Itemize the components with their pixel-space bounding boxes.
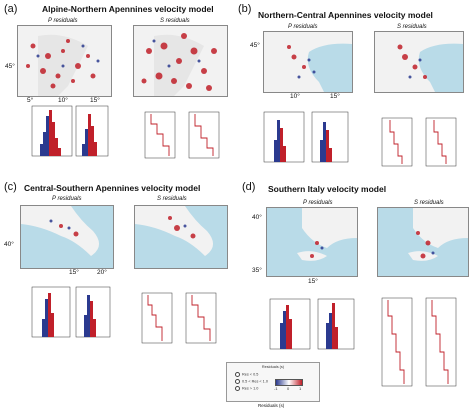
panel-c-s-map (134, 205, 228, 269)
panel-d-lat-label-1: 40° (252, 214, 262, 221)
panel-d-title: Southern Italy velocity model (268, 184, 387, 194)
legend-entry-1: Res < 0.5 (235, 372, 258, 377)
panel-d-depth-profiles (381, 297, 457, 387)
panel-d-s-map (377, 207, 469, 277)
panel-a-label: (a) (4, 3, 18, 15)
panel-c-s-histogram (75, 286, 111, 338)
panel-c-p-map (20, 205, 114, 269)
panel-d-p-map (266, 207, 358, 277)
panel-b-p-subtitle: P residuals (288, 24, 318, 30)
panel-b-lon-2: 15° (330, 93, 340, 100)
panel-c-lon-2: 20° (97, 269, 107, 276)
panel-b-depth-profiles (381, 117, 457, 167)
panel-d-lon-label: 15° (308, 278, 318, 285)
panel-a-title: Alpine-Northern Apennines velocity model (42, 4, 214, 14)
panel-d-p-histogram (269, 298, 311, 350)
panel-c-p-histogram (31, 286, 71, 338)
panel-c-p-subtitle: P residuals (52, 196, 82, 202)
panel-b-s-map (374, 31, 464, 93)
panel-a-s-map (133, 25, 228, 97)
panel-d-label: (d) (242, 181, 256, 193)
legend-entry-2: 0.5 < Res < 1.0 (235, 379, 268, 384)
panel-b-title: Northern-Central Apennines velocity mode… (258, 10, 433, 20)
residuals-legend: Residuals (s) Res < 0.5 0.5 < Res < 1.0 … (226, 362, 320, 402)
panel-a-s-histogram (75, 105, 109, 157)
panel-b-lon-1: 10° (290, 93, 300, 100)
panel-a-depth-profiles (144, 111, 220, 159)
panel-d-lat-label-2: 35° (252, 267, 262, 274)
panel-a-p-subtitle: P residuals (48, 18, 78, 24)
panel-d-p-subtitle: P residuals (303, 200, 333, 206)
legend-scale-mid: 0 (287, 386, 290, 391)
panel-a-lon-2: 10° (58, 97, 68, 104)
residual-dots (26, 39, 96, 89)
legend-scale-max: 1 (299, 386, 302, 391)
panel-d-s-subtitle: S residuals (414, 200, 444, 206)
panel-c-depth-profiles (141, 292, 217, 344)
panel-b-lat-label: 45° (250, 42, 260, 49)
panel-a-p-map (17, 25, 112, 97)
panel-b-p-map (263, 31, 353, 93)
panel-b-p-histogram (263, 111, 305, 163)
panel-a-p-histogram (31, 105, 73, 157)
panel-c-s-subtitle: S residuals (157, 196, 187, 202)
panel-a-lon-3: 15° (90, 97, 100, 104)
panel-a-lat-label: 45° (5, 63, 15, 70)
legend-entry-3: Res > 1.0 (235, 386, 258, 391)
panel-a-s-subtitle: S residuals (160, 18, 190, 24)
panel-c-lat-label: 40° (4, 241, 14, 248)
panel-c-label: (c) (4, 181, 17, 193)
panel-b-s-histogram (311, 111, 349, 163)
legend-bottom-label: Residuals (s) (258, 403, 285, 408)
panel-c-lon-1: 15° (69, 269, 79, 276)
panel-d-s-histogram (317, 298, 355, 350)
legend-colorbar (275, 379, 303, 386)
panel-b-s-subtitle: S residuals (397, 24, 427, 30)
legend-scale-min: -1 (274, 386, 278, 391)
panel-b-label: (b) (238, 3, 252, 15)
legend-title: Residuals (s) (261, 365, 285, 369)
panel-a-lon-1: 5° (27, 97, 34, 104)
panel-c-title: Central-Southern Apennines velocity mode… (24, 183, 201, 193)
